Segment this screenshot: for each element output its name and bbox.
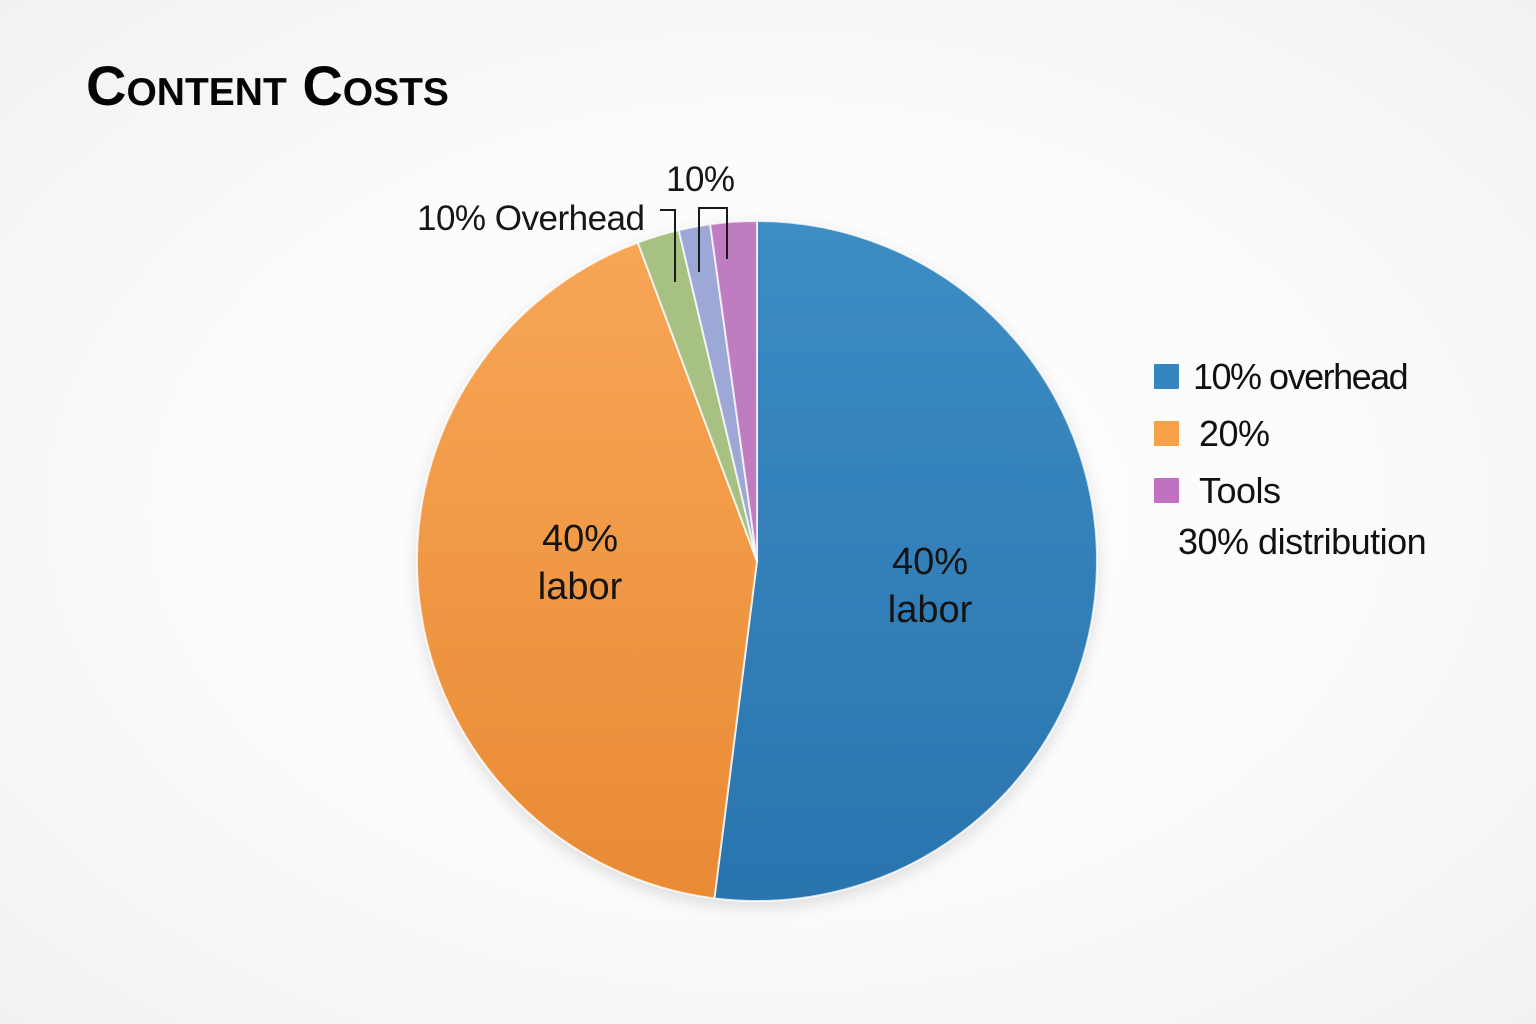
legend-swatch-purple xyxy=(1154,478,1179,503)
leader-lines xyxy=(660,207,728,282)
legend-swatch-blue xyxy=(1154,364,1179,389)
pie-slice-purple xyxy=(709,219,758,562)
slice-label-orange: 40% labor xyxy=(490,515,670,611)
legend: 10% overhead 20% Tools 30% distribution xyxy=(1154,348,1427,562)
slice-label-blue-name: labor xyxy=(887,589,973,631)
leader-line-top xyxy=(698,207,728,272)
leader-label-overhead: 10% Overhead xyxy=(417,199,645,238)
slice-label-blue: 40% labor xyxy=(840,538,1020,634)
legend-item-overhead: 10% overhead xyxy=(1154,348,1409,405)
leader-line-overhead xyxy=(660,209,676,282)
legend-swatch-orange xyxy=(1154,421,1179,446)
legend-label: 10% overhead xyxy=(1193,355,1409,397)
legend-note-distribution: 30% distribution xyxy=(1178,521,1427,562)
pie-slice-blue xyxy=(713,219,1098,902)
pie xyxy=(415,219,1098,902)
legend-label: 20% xyxy=(1199,412,1270,454)
legend-item-20: 20% xyxy=(1154,405,1407,462)
pie-slice-orange xyxy=(415,241,759,900)
leader-label-top: 10% xyxy=(666,160,735,199)
slice-label-orange-pct: 40% xyxy=(541,518,619,560)
chart-title: Content Costs xyxy=(86,54,449,117)
slice-label-orange-name: labor xyxy=(537,566,623,608)
legend-label: Tools xyxy=(1199,469,1281,511)
legend-item-tools: Tools xyxy=(1154,462,1407,519)
slice-label-blue-pct: 40% xyxy=(891,541,969,583)
